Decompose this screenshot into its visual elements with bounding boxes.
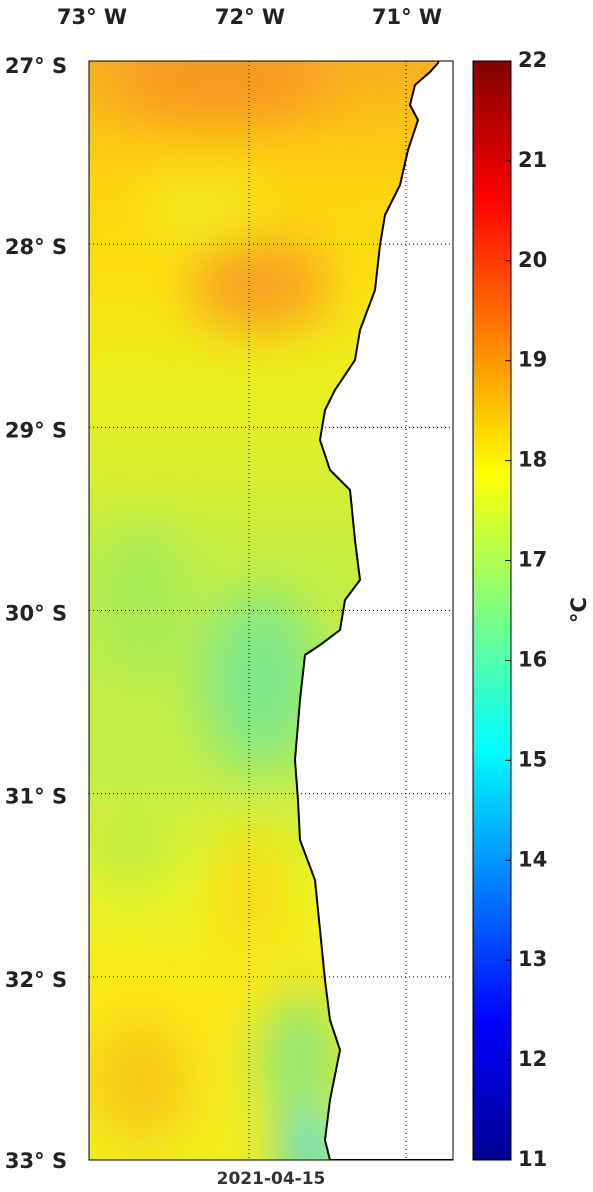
map-frame — [88, 60, 454, 1161]
colorbar-tick-label: 16 — [518, 647, 547, 671]
colorbar-tick-label: 13 — [518, 947, 547, 971]
colorbar-tick-label: 11 — [518, 1147, 547, 1171]
colorbar — [472, 60, 512, 1161]
colorbar-tick-label: 22 — [518, 48, 547, 72]
colorbar-tick-label: 15 — [518, 747, 547, 771]
latitude-label: 29° S — [5, 418, 67, 442]
colorbar-tick-label: 14 — [518, 847, 547, 871]
date-label: 2021-04-15 — [217, 1169, 326, 1188]
colorbar-unit: °C — [567, 597, 591, 623]
colorbar-tick-label: 12 — [518, 1047, 547, 1071]
colorbar-tick-label: 18 — [518, 448, 547, 472]
latitude-label: 32° S — [5, 968, 67, 992]
colorbar-tick-label: 19 — [518, 348, 547, 372]
sst-field — [89, 61, 453, 1160]
latitude-label: 30° S — [5, 602, 67, 626]
colorbar-tick-label: 20 — [518, 248, 547, 272]
latitude-label: 28° S — [5, 235, 67, 259]
graticule — [89, 61, 453, 1160]
longitude-label: 72° W — [215, 5, 285, 29]
latitude-label: 27° S — [5, 54, 67, 78]
latitude-label: 33° S — [5, 1149, 67, 1173]
colorbar-tick-label: 17 — [518, 548, 547, 572]
colorbar-tick-label: 21 — [518, 148, 547, 172]
latitude-label: 31° S — [5, 785, 67, 809]
longitude-label: 71° W — [372, 5, 442, 29]
longitude-label: 73° W — [57, 5, 127, 29]
